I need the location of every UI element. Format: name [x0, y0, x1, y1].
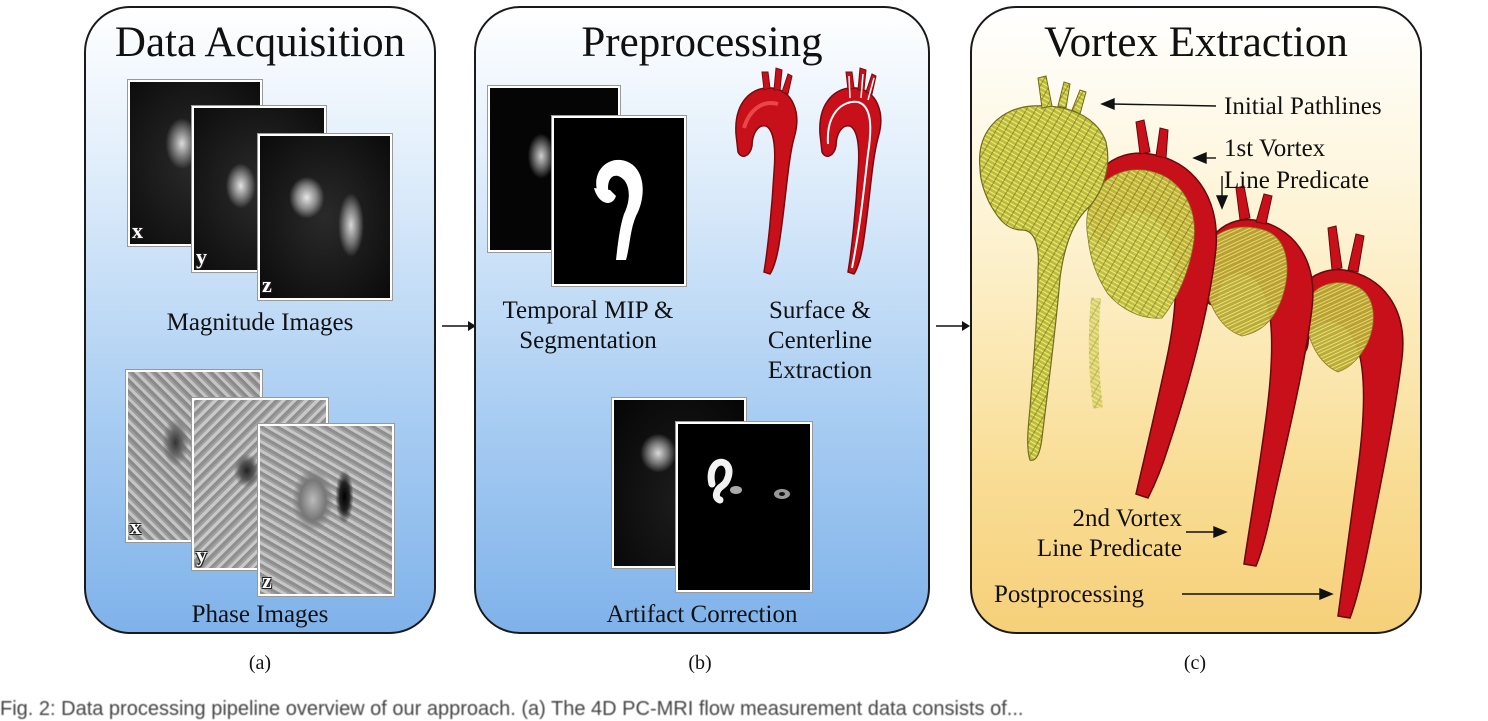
segmentation-mask-image — [552, 116, 686, 286]
mip-label-line-2: Segmentation — [519, 327, 657, 354]
arrow-b-to-c — [936, 321, 970, 331]
magnitude-images-label: Magnitude Images — [166, 309, 354, 336]
aorta-centerline-render — [819, 67, 882, 275]
caption-c: (c) — [1183, 652, 1207, 674]
artifact-corrected-shape — [707, 458, 790, 504]
vortex-aorta-sequence — [979, 75, 1404, 619]
axis-label: z — [262, 272, 272, 297]
axis-label: z — [262, 568, 272, 593]
arrow-a-to-b — [442, 321, 476, 331]
segmentation-mask-shape — [594, 159, 643, 260]
surface-label-line-3: Extraction — [767, 357, 873, 384]
axis-label: y — [196, 542, 207, 567]
callout-arrows — [1100, 97, 1334, 601]
caption-b: (b) — [688, 652, 712, 674]
aorta-surface-render — [735, 67, 798, 275]
artifact-correction-label: Artifact Correction — [606, 601, 798, 628]
aorta-postprocessing — [1289, 225, 1404, 619]
mip-label-line-1: Temporal MIP & — [502, 297, 674, 324]
surface-label-line-1: Surface & — [768, 297, 872, 324]
axis-label: x — [132, 218, 143, 243]
postprocessing-label: Postprocessing — [994, 581, 1144, 608]
axis-label: y — [196, 244, 207, 269]
artifact-after-image — [676, 422, 812, 592]
initial-pathlines-label: Initial Pathlines — [1224, 93, 1382, 120]
aorta-first-predicate — [1086, 119, 1218, 499]
first-predicate-label-line-1: 1st Vortex — [1224, 135, 1326, 162]
panel-data-acquisition: Data Acquisition x y z Magnitude Images … — [84, 6, 436, 634]
first-predicate-label-line-2: Line Predicate — [1224, 167, 1370, 194]
panel-title: Preprocessing — [581, 19, 823, 66]
surface-label-line-2: Centerline — [767, 327, 873, 354]
panel-title: Vortex Extraction — [1044, 19, 1348, 66]
caption-a: (a) — [248, 652, 272, 674]
panel-preprocessing: Preprocessing Temporal MIP & Segmentatio… — [474, 6, 930, 634]
axis-label: x — [130, 514, 141, 539]
phase-image-z: z — [258, 424, 394, 596]
panel-title: Data Acquisition — [114, 19, 406, 66]
panel-vortex-extraction: Vortex Extraction — [970, 6, 1422, 634]
aorta-initial-pathlines — [979, 75, 1109, 461]
magnitude-image-z: z — [258, 134, 392, 300]
second-predicate-label-line-2: Line Predicate — [1036, 535, 1182, 562]
second-predicate-label-line-1: 2nd Vortex — [1072, 505, 1183, 532]
phase-images-label: Phase Images — [191, 601, 329, 628]
figure-caption-partial: Fig. 2: Data processing pipeline overvie… — [0, 698, 1024, 720]
aorta-second-predicate — [1201, 185, 1314, 567]
